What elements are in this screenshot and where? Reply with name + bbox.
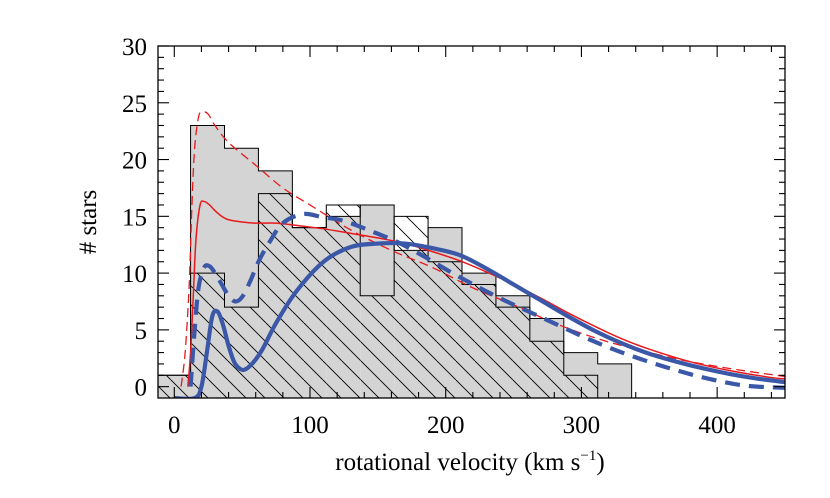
hatched-histogram-bar [292,227,327,398]
curve-thin-solid [187,200,785,387]
y-tick-label: 20 [122,148,147,175]
hatched-histogram-bar [360,295,395,398]
x-axis-title: rotational velocity (km s−1) [335,448,604,476]
x-tick-label: 100 [291,412,329,439]
y-axis-title: # stars [75,190,102,255]
y-tick-label: 30 [122,34,147,61]
y-tick-label: 25 [122,91,147,118]
shaded-histogram-bar [597,363,632,398]
hatched-histogram-bar [258,193,293,398]
y-tick-labels: 0 5 10 15 20 25 30 [122,34,147,402]
axis-ticks [158,45,785,398]
hatched-histogram-bar [563,375,598,398]
y-tick-label: 5 [135,318,148,345]
curve-thick-solid [174,240,785,398]
hatched-histogram-bar [462,284,496,398]
hatched-histogram-bar [495,307,530,398]
x-tick-labels: 0 100 200 300 400 [168,412,736,439]
curve-thin-dashed [180,111,785,387]
plot-frame [157,45,786,399]
x-tick-label: 300 [563,412,601,439]
hatched-histogram-bar [529,341,564,398]
model-curves [174,111,785,398]
y-tick-label: 0 [135,375,148,402]
hatched-histogram-bar [326,204,361,398]
hatched-histogram-outline [158,193,632,398]
hatched-histogram-bar [428,261,462,398]
y-tick-label: 10 [122,261,147,288]
x-tick-label: 400 [698,412,736,439]
x-tick-label: 200 [427,412,465,439]
y-tick-label: 15 [122,204,147,231]
x-tick-label: 0 [168,412,181,439]
